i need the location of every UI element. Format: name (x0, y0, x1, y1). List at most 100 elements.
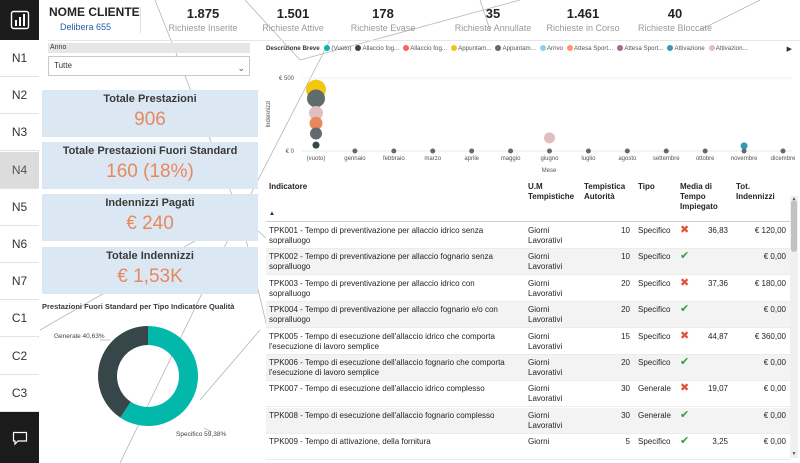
check-icon: ✔ (680, 356, 690, 368)
chat-button[interactable] (0, 412, 39, 463)
x-tick-label: ottobre (696, 156, 715, 162)
x-tick-label: gennaio (344, 156, 366, 162)
scatter-point[interactable] (391, 148, 397, 154)
sort-ascending-icon[interactable]: ▲ (269, 211, 275, 217)
table-row[interactable]: TPK006 - Tempo di esecuzione dell'allacc… (266, 355, 790, 381)
cell-indicatore-line: l'esecuzione di lavoro semplice (269, 368, 380, 377)
scatter-point[interactable] (508, 148, 514, 154)
x-tick-label: settembre (653, 156, 680, 162)
scatter-point[interactable] (312, 141, 320, 149)
col-header-tot[interactable]: Tot. Indennizzi (736, 182, 775, 202)
nav-item-n4[interactable]: N4 (0, 151, 39, 189)
cell-indicatore-line: TPK004 - Tempo di preventivazione per al… (269, 305, 498, 315)
scatter-point[interactable] (544, 132, 555, 144)
col-header-tempistica[interactable]: Tempistica Autorità (584, 182, 625, 202)
col-header-um[interactable]: U.M Tempistiche (528, 182, 574, 202)
legend-item[interactable]: Attivazione (667, 45, 705, 52)
legend-item[interactable]: Appuntam... (451, 45, 491, 52)
table-row[interactable]: TPK007 - Tempo di esecuzione dell'allacc… (266, 381, 790, 408)
x-tick-label: marzo (424, 156, 441, 162)
table-scrollbar[interactable]: ▲ ▼ (790, 196, 798, 458)
scatter-chart[interactable]: € 500 € 0 Indennizzi Mese (vuoto) gennaio… (262, 58, 800, 176)
cell-tempistica: 30 (621, 384, 630, 394)
cell-media: 36,83 (707, 226, 728, 235)
cell-indicatore: TPK004 - Tempo di preventivazione per al… (269, 305, 524, 325)
legend-color-dot (539, 45, 546, 51)
col-header-tipo[interactable]: Tipo (638, 182, 655, 191)
donut-slice-generale[interactable] (98, 326, 148, 418)
scatter-point[interactable] (780, 148, 786, 154)
legend-item[interactable]: Allaccio fog... (403, 45, 447, 52)
x-tick-label: maggio (501, 156, 521, 162)
nav-item-n7[interactable]: N7 (0, 263, 39, 301)
scatter-point[interactable] (663, 148, 669, 154)
chevron-down-icon: ⌄ (237, 63, 245, 73)
table-row[interactable]: TPK008 - Tempo di esecuzione dell'allacc… (266, 407, 790, 434)
legend-item[interactable]: Attesa Sport... (567, 45, 613, 52)
col-header-indicatore[interactable]: Indicatore (269, 182, 308, 191)
nav-item-n6[interactable]: N6 (0, 226, 39, 263)
cell-um: Giorni Lavorativi (528, 305, 588, 325)
indicators-table: Indicatore U.M Tempistiche Tempistica Au… (266, 178, 800, 463)
cell-indicatore-line: TPK003 - Tempo di preventivazione per al… (269, 278, 475, 288)
check-icon: ✔ (680, 303, 690, 316)
table-row[interactable]: TPK009 - Tempo di attivazione, della for… (266, 434, 790, 461)
legend-item[interactable]: Arrivo (539, 45, 563, 52)
scroll-down-icon[interactable]: ▼ (791, 451, 797, 457)
scatter-point[interactable] (741, 148, 747, 154)
table-row[interactable]: TPK005 - Tempo di esecuzione dell'allacc… (266, 329, 790, 355)
scatter-point[interactable] (310, 127, 322, 140)
col-header-media[interactable]: Media di Tempo Impiegato (680, 182, 718, 212)
cell-indicatore-line: sopralluogo (269, 236, 311, 245)
cell-indicatore-line: l'esecuzione di lavoro semplice (269, 341, 380, 351)
legend-next-arrow-icon[interactable]: ▶ (786, 46, 792, 53)
x-tick-label: febbraio (383, 156, 405, 162)
chat-icon (12, 431, 27, 445)
legend-item[interactable]: Attesa Sport... (617, 45, 663, 52)
scroll-up-icon[interactable]: ▲ (791, 196, 797, 202)
col-header-text: Indennizzi (736, 192, 775, 201)
scatter-point[interactable] (547, 148, 552, 154)
legend-item[interactable]: (Vuoto) (324, 45, 351, 52)
legend-item[interactable]: Attivazion... (708, 45, 748, 52)
cell-um: Giorni Lavorativi (528, 358, 588, 378)
scrollbar-thumb[interactable] (791, 200, 797, 252)
nav-item-n5[interactable]: N5 (0, 188, 39, 226)
report-logo[interactable] (0, 0, 39, 40)
year-slicer-value: Tutte (54, 61, 72, 70)
table-row[interactable]: TPK003 - Tempo di preventivazione per al… (266, 276, 790, 302)
col-header-text: Tempo (680, 192, 706, 201)
client-subtitle[interactable]: Delibera 655 (60, 22, 112, 32)
scatter-point[interactable] (702, 148, 708, 154)
scatter-point[interactable] (740, 142, 748, 150)
cell-media: 37,36 (707, 278, 728, 288)
legend-item[interactable]: Allaccio fog... (355, 45, 399, 52)
scatter-point[interactable] (430, 148, 436, 154)
nav-item-c2[interactable]: C2 (0, 337, 39, 375)
scatter-point[interactable] (585, 148, 591, 154)
table-row[interactable]: TPK004 - Tempo di preventivazione per al… (266, 302, 790, 329)
nav-item-c3[interactable]: C3 (0, 374, 39, 412)
col-header-text: U.M (528, 182, 543, 191)
scatter-point[interactable] (624, 148, 630, 154)
scatter-point[interactable] (307, 89, 325, 108)
year-slicer-dropdown[interactable]: Tutte ⌄ (48, 56, 250, 76)
cell-tipo: Specifico (638, 437, 671, 447)
nav-item-c1[interactable]: C1 (0, 300, 39, 338)
cell-tipo: Specifico (638, 358, 671, 367)
cell-indicatore-line: TPK002 - Tempo di preventivazione per al… (269, 252, 493, 262)
nav-item-n1[interactable]: N1 (0, 40, 39, 77)
legend-item[interactable]: Appuntam... (495, 45, 536, 52)
nav-item-n2[interactable]: N2 (0, 77, 39, 115)
cell-um-line: Lavorativi (528, 236, 563, 245)
donut-chart[interactable]: Generale 40,63% Specifico 59,38% (42, 312, 258, 452)
nav-item-n3[interactable]: N3 (0, 114, 39, 152)
table-row[interactable]: TPK001 - Tempo di preventivazione per al… (266, 223, 790, 249)
scatter-point[interactable] (352, 148, 358, 154)
table-row[interactable]: TPK002 - Tempo di preventivazione per al… (266, 249, 790, 276)
legend-label: Allaccio fog... (362, 45, 400, 52)
cell-um: Giorni (528, 437, 588, 447)
legend-color-dot (567, 45, 573, 51)
scatter-point[interactable] (469, 148, 475, 154)
kpi-value: 178 (372, 6, 394, 21)
